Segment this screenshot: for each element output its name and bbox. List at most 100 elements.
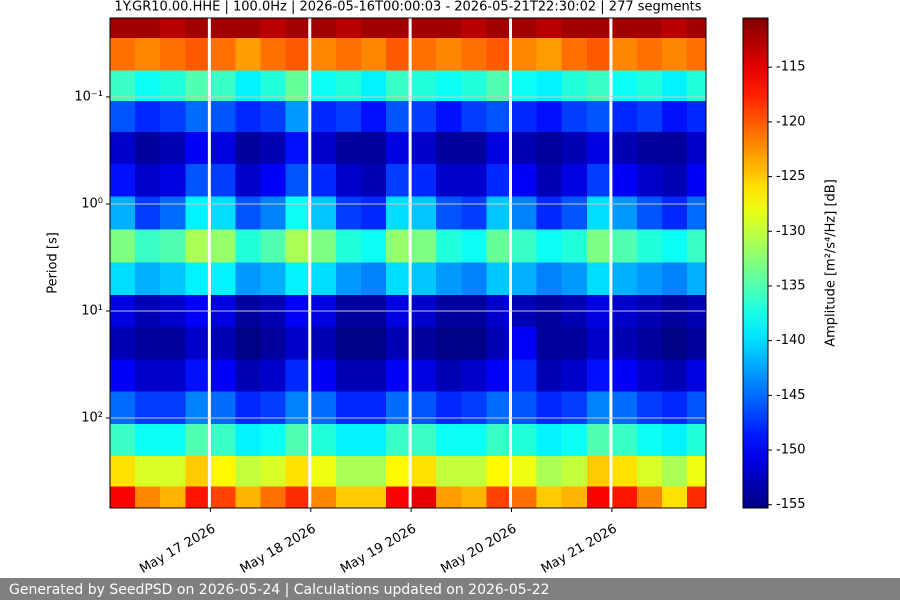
heatmap-cell [511, 18, 538, 39]
heatmap-cell [135, 164, 161, 197]
heatmap-cell [436, 327, 462, 360]
heatmap-cell [110, 229, 136, 264]
heatmap-cell [461, 455, 487, 488]
heatmap-cell [310, 262, 337, 296]
x-tick-label: May 19 2026 [338, 522, 419, 577]
heatmap-cell [235, 131, 262, 165]
heatmap-cell [310, 327, 337, 360]
heatmap-cell [511, 327, 538, 360]
heatmap-cell [511, 486, 538, 509]
heatmap-cell [335, 196, 362, 230]
heatmap-cell [611, 359, 638, 393]
heatmap-cell [511, 164, 538, 197]
heatmap-cell [486, 423, 513, 457]
heatmap-cell [360, 455, 387, 488]
heatmap-cell [561, 391, 588, 425]
heatmap-cell [210, 262, 236, 296]
heatmap-cell [335, 423, 362, 457]
heatmap-cell [636, 164, 663, 197]
heatmap-cell [561, 327, 588, 360]
heatmap-cell [135, 327, 161, 360]
heatmap-cell [611, 38, 638, 71]
heatmap-cell [586, 131, 613, 165]
heatmap-cell [611, 391, 638, 425]
heatmap-cell [486, 196, 513, 230]
heatmap-cell [486, 229, 513, 264]
heatmap-cell [436, 229, 462, 264]
heatmap-cell [110, 196, 136, 230]
heatmap-cell [486, 38, 513, 71]
heatmap-cell [687, 262, 707, 296]
y-tick-label: 10¹ [81, 303, 103, 318]
heatmap-cell [687, 423, 707, 457]
heatmap-cell [411, 486, 437, 509]
heatmap-cell [335, 455, 362, 488]
heatmap-cell [461, 131, 487, 165]
heatmap-cell [486, 164, 513, 197]
heatmap-cell [210, 486, 236, 509]
heatmap-cell [260, 18, 287, 39]
heatmap-cell [260, 327, 287, 360]
heatmap-cell [586, 229, 613, 264]
heatmap-cell [310, 486, 337, 509]
heatmap-cell [636, 229, 663, 264]
heatmap-cell [536, 229, 563, 264]
heatmap-cell [110, 455, 136, 488]
heatmap-cell [536, 131, 563, 165]
heatmap-cell [687, 391, 707, 425]
heatmap-cell [411, 327, 437, 360]
heatmap-cell [235, 38, 262, 71]
colorbar-tick-label: -150 [776, 443, 806, 458]
heatmap-cell [486, 359, 513, 393]
heatmap-cell [561, 18, 588, 39]
heatmap-cell [210, 101, 236, 133]
heatmap-cell [260, 38, 287, 71]
heatmap-cell [486, 391, 513, 425]
heatmap-cell [335, 486, 362, 509]
heatmap-cell [636, 18, 663, 39]
heatmap-cell [160, 38, 186, 71]
heatmap-cell [611, 327, 638, 360]
heatmap-cell [135, 18, 161, 39]
heatmap-cell [461, 38, 487, 71]
heatmap-cell [310, 164, 337, 197]
x-tick-label: May 17 2026 [137, 522, 218, 577]
heatmap-cell [360, 229, 387, 264]
heatmap-cell [386, 359, 412, 393]
heatmap-cell [586, 262, 613, 296]
heatmap-cell [335, 391, 362, 425]
heatmap-cell [285, 196, 312, 230]
heatmap-cell [360, 18, 387, 39]
heatmap-cell [135, 229, 161, 264]
heatmap-cell [135, 359, 161, 393]
colorbar [742, 17, 769, 509]
heatmap-cell [436, 486, 462, 509]
heatmap-cell [210, 18, 236, 39]
heatmap-cell [586, 164, 613, 197]
heatmap-cell [160, 391, 186, 425]
heatmap-cell [536, 262, 563, 296]
heatmap-cell [285, 359, 312, 393]
heatmap-cell [335, 229, 362, 264]
heatmap-cell [285, 327, 312, 360]
heatmap-cell [636, 196, 663, 230]
heatmap-cell [110, 131, 136, 165]
heatmap-cell [611, 423, 638, 457]
heatmap-cell [636, 455, 663, 488]
heatmap-cell [586, 455, 613, 488]
heatmap-cell [210, 38, 236, 71]
heatmap-cell [486, 101, 513, 133]
heatmap-cell [160, 131, 186, 165]
heatmap-cell [386, 196, 412, 230]
y-tick-label: 10² [81, 411, 103, 426]
heatmap-cell [511, 196, 538, 230]
heatmap-cell [561, 262, 588, 296]
heatmap-cell [561, 229, 588, 264]
heatmap-cell [411, 423, 437, 457]
heatmap-cell [210, 131, 236, 165]
heatmap-cell [310, 391, 337, 425]
heatmap-cell [235, 486, 262, 509]
heatmap-cell [310, 359, 337, 393]
heatmap-cell [411, 131, 437, 165]
heatmap-cell [235, 359, 262, 393]
